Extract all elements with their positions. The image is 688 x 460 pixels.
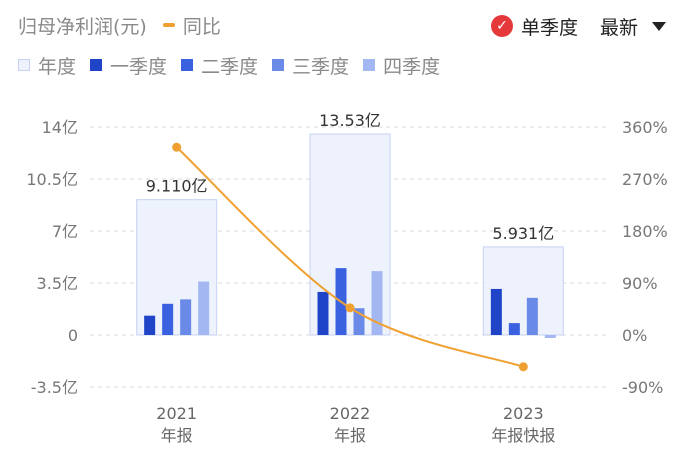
legend-label: 二季度 — [201, 55, 259, 78]
y-left-tick-label: -3.5亿 — [31, 378, 78, 397]
legend-item-q1[interactable]: 一季度 — [90, 52, 167, 79]
quarter-bar — [371, 271, 383, 335]
quarter-bar — [353, 308, 365, 335]
yoy-legend-swatch — [162, 23, 175, 27]
quarter-bar — [490, 288, 502, 335]
top-legend: 归母净利润(元) 同比 — [18, 10, 221, 40]
x-tick-label-year: 2023 — [503, 404, 544, 423]
yoy-point — [518, 362, 528, 372]
x-tick-label-year: 2022 — [330, 404, 371, 423]
legend-item-q4[interactable]: 四季度 — [363, 52, 440, 79]
x-tick-label-type: 年报 — [161, 426, 193, 445]
quarter-bar — [180, 299, 192, 335]
y-right-tick-label: 180% — [622, 222, 668, 241]
legend-item-q3[interactable]: 三季度 — [272, 52, 349, 79]
legend-swatch — [18, 59, 30, 71]
x-tick-label-year: 2021 — [156, 404, 197, 423]
series-legend: 年度 一季度 二季度 三季度 四季度 — [18, 52, 454, 78]
y-left-tick-label: 7亿 — [52, 222, 78, 241]
legend-swatch — [363, 59, 376, 71]
y-right-tick-label: 270% — [622, 170, 668, 189]
quarter-bar — [162, 303, 174, 335]
x-tick-label-type: 年报快报 — [491, 426, 555, 445]
annual-data-label: 5.931亿 — [492, 224, 554, 243]
quarter-bar — [198, 281, 210, 335]
legend-item-annual[interactable]: 年度 — [18, 52, 76, 79]
caret-down-icon[interactable] — [652, 21, 666, 31]
x-tick-label-type: 年报 — [334, 426, 366, 445]
sort-select[interactable]: 最新 — [599, 16, 638, 39]
legend-label: 年度 — [38, 55, 77, 78]
y-left-tick-label: 10.5亿 — [26, 170, 78, 189]
yoy-legend-label[interactable]: 同比 — [182, 15, 221, 38]
quarter-bar — [144, 315, 156, 335]
annual-data-label: 9.110亿 — [146, 177, 208, 196]
y-right-tick-label: -90% — [622, 378, 663, 397]
quarter-bar — [544, 335, 556, 338]
yoy-point — [172, 142, 182, 152]
y-left-tick-label: 0 — [68, 326, 78, 345]
legend-item-q2[interactable]: 二季度 — [181, 52, 258, 79]
yoy-point — [345, 303, 355, 313]
legend-label: 四季度 — [383, 55, 441, 78]
quarter-bar — [508, 323, 520, 335]
y-left-tick-label: 3.5亿 — [37, 274, 78, 293]
check-icon[interactable]: ✓ — [490, 15, 513, 37]
quarter-bar — [526, 297, 538, 335]
y-right-tick-label: 360% — [622, 118, 668, 137]
y-right-tick-label: 0% — [622, 326, 647, 345]
y-right-tick-label: 90% — [622, 274, 658, 293]
legend-label: 三季度 — [292, 55, 350, 78]
legend-swatch — [181, 59, 194, 71]
controls: ✓ 单季度 最新 — [490, 12, 666, 40]
legend-swatch — [272, 59, 285, 71]
legend-label: 一季度 — [110, 55, 168, 78]
annual-data-label: 13.53亿 — [319, 111, 381, 130]
metric-title: 归母净利润(元) — [18, 15, 147, 38]
quarter-bar — [317, 291, 329, 335]
legend-swatch — [90, 59, 103, 71]
y-left-tick-label: 14亿 — [42, 118, 78, 137]
single-quarter-toggle[interactable]: 单季度 — [520, 16, 578, 39]
